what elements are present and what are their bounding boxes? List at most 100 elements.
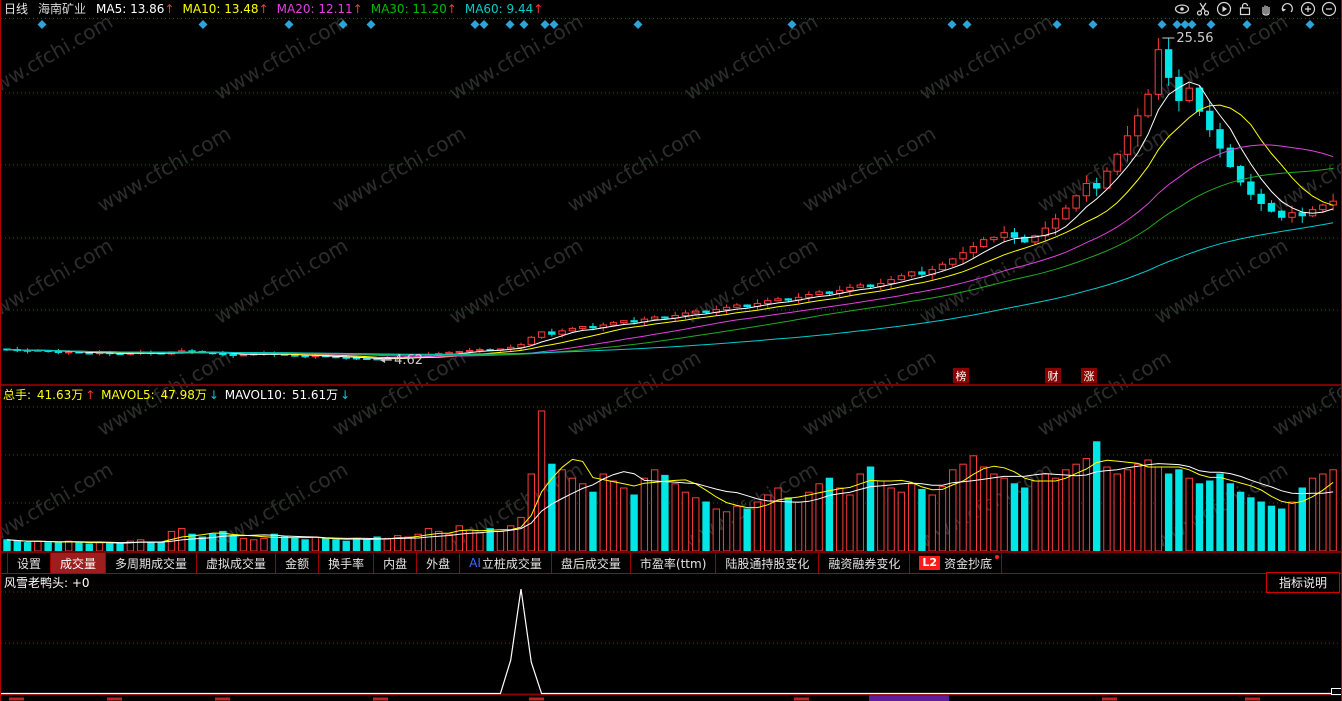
date-axis-fragment (373, 697, 388, 701)
mavol5-line (6, 458, 1334, 544)
tab-label: 多周期成交量 (115, 556, 188, 571)
tab-label: 设置 (17, 556, 42, 571)
event-diamond-icon[interactable] (1180, 20, 1190, 29)
tab-外盘[interactable]: 外盘 (417, 553, 461, 573)
ma-direction-arrow: ↑ (258, 2, 269, 16)
indicator-name: 风雪老鸭头: (4, 576, 69, 590)
low-price-label: 4.62 (394, 353, 423, 368)
event-diamond-icon[interactable] (284, 20, 294, 29)
date-range-highlight[interactable] (869, 695, 949, 701)
volume-stat-arrow: ↓ (340, 388, 351, 402)
tab-label: 金额 (285, 556, 310, 571)
event-diamond-icon[interactable] (1052, 20, 1062, 29)
tab-label: 立桩成交量 (481, 556, 542, 571)
tab-label: 陆股通持股变化 (725, 556, 810, 571)
event-diamond-icon[interactable] (470, 20, 480, 29)
volume-bars (3, 410, 1337, 552)
event-diamond-icon[interactable] (947, 20, 957, 29)
event-diamond-icon[interactable] (366, 20, 376, 29)
tab-立桩成交量[interactable]: AI 立桩成交量 (460, 553, 552, 573)
hand-icon[interactable] (1258, 1, 1274, 17)
event-diamond-icon[interactable] (549, 20, 559, 29)
tab-内盘[interactable]: 内盘 (374, 553, 418, 573)
candles (3, 38, 1337, 361)
event-diamond-icon[interactable] (962, 20, 972, 29)
lock-icon[interactable] (1237, 1, 1253, 17)
event-marker[interactable] (1045, 368, 1061, 383)
event-diamond-icon[interactable] (787, 20, 797, 29)
ma10-line (6, 104, 1334, 359)
date-axis-fragment (794, 697, 809, 701)
event-diamond-icon[interactable] (1305, 20, 1315, 29)
volume-stat-arrow: ↑ (85, 388, 100, 402)
indicator-header: 风雪老鸭头: +0 (4, 575, 90, 591)
zoom-in-icon[interactable] (1300, 1, 1316, 17)
tab-盘后成交量[interactable]: 盘后成交量 (552, 553, 631, 573)
event-diamond-icon[interactable] (505, 20, 515, 29)
high-price-label: 25.56 (1176, 31, 1213, 46)
indicator-value: +0 (71, 576, 90, 590)
event-diamond-icon[interactable] (1242, 20, 1252, 29)
volume-stat-arrow: ↓ (208, 388, 223, 402)
indicator-help-button[interactable]: 指标说明 (1266, 572, 1340, 593)
tab-label: 虚拟成交量 (206, 556, 267, 571)
event-diamond-icon[interactable] (540, 20, 550, 29)
event-diamond-icon[interactable] (198, 20, 208, 29)
tab-label: 成交量 (60, 556, 97, 571)
event-diamond-icon[interactable] (519, 20, 529, 29)
indicator-chart[interactable] (1, 589, 1342, 701)
event-marker-label[interactable]: 财 (1048, 369, 1059, 383)
event-diamond-icon[interactable] (37, 20, 47, 29)
ma-legend-item: MA20: 12.11↑ (276, 2, 363, 16)
ma20-line (6, 144, 1334, 357)
tab-资金抄底[interactable]: L2 资金抄底 (910, 553, 1003, 573)
price-chart[interactable]: 25.56 4.62 榜 财 涨 (1, 18, 1342, 384)
event-diamond-icon[interactable] (1187, 20, 1197, 29)
event-marker[interactable] (953, 368, 969, 383)
date-axis-fragment (215, 697, 230, 701)
mavol10-line (6, 463, 1334, 544)
ma-direction-arrow: ↑ (352, 2, 363, 16)
date-axis-fragment (9, 697, 24, 701)
tab-陆股通持股变化[interactable]: 陆股通持股变化 (716, 553, 820, 573)
tab-label: 市盈率(ttm) (639, 556, 707, 571)
event-marker-label[interactable]: 涨 (1084, 370, 1095, 383)
tab-成交量[interactable]: 成交量 (51, 553, 107, 573)
volume-chart[interactable] (1, 405, 1342, 553)
tab-金额[interactable]: 金额 (276, 553, 320, 573)
eye-icon[interactable] (1174, 1, 1190, 17)
play-icon[interactable] (1216, 1, 1232, 17)
event-diamond-icon[interactable] (1206, 20, 1216, 29)
period-label[interactable]: 日线 (4, 2, 29, 16)
l2-badge: L2 (919, 556, 941, 570)
zoom-out-icon[interactable] (1321, 1, 1337, 17)
tab-label: 盘后成交量 (560, 556, 621, 571)
tab-虚拟成交量[interactable]: 虚拟成交量 (197, 553, 277, 573)
tab-label: 外盘 (426, 556, 451, 571)
ma-direction-arrow: ↑ (164, 2, 175, 16)
undo-icon[interactable] (1279, 1, 1295, 17)
tab-换手率[interactable]: 换手率 (319, 553, 375, 573)
event-diamond-icon[interactable] (479, 20, 489, 29)
tab-设置[interactable]: 设置 (7, 553, 52, 573)
indicator-line (1, 589, 1341, 695)
stock-name[interactable]: 海南矿业 (38, 2, 87, 16)
event-diamond-icon[interactable] (338, 20, 348, 29)
event-diamond-icon[interactable] (1157, 20, 1167, 29)
volume-stat-value: 51.61万 (291, 388, 339, 402)
event-diamond-icon[interactable] (1172, 20, 1182, 29)
event-marker[interactable] (1081, 368, 1097, 383)
event-marker-label[interactable]: 榜 (956, 369, 967, 383)
event-diamond-icon[interactable] (1088, 20, 1098, 29)
tab-融资融券变化[interactable]: 融资融券变化 (819, 553, 911, 573)
event-diamond-icon[interactable] (633, 20, 643, 29)
resize-handle[interactable] (1331, 688, 1342, 695)
tab-市盈率(ttm)[interactable]: 市盈率(ttm) (631, 553, 717, 573)
volume-stat-label: MAVOL5: (101, 388, 159, 402)
ai-prefix: AI (469, 556, 481, 570)
tab-多周期成交量[interactable]: 多周期成交量 (106, 553, 198, 573)
ma-legend: MA5: 13.86↑ MA10: 13.48↑ MA20: 12.11↑ MA30:… (96, 0, 551, 18)
date-axis-fragment (1102, 697, 1117, 701)
scissors-icon[interactable] (1195, 1, 1211, 17)
